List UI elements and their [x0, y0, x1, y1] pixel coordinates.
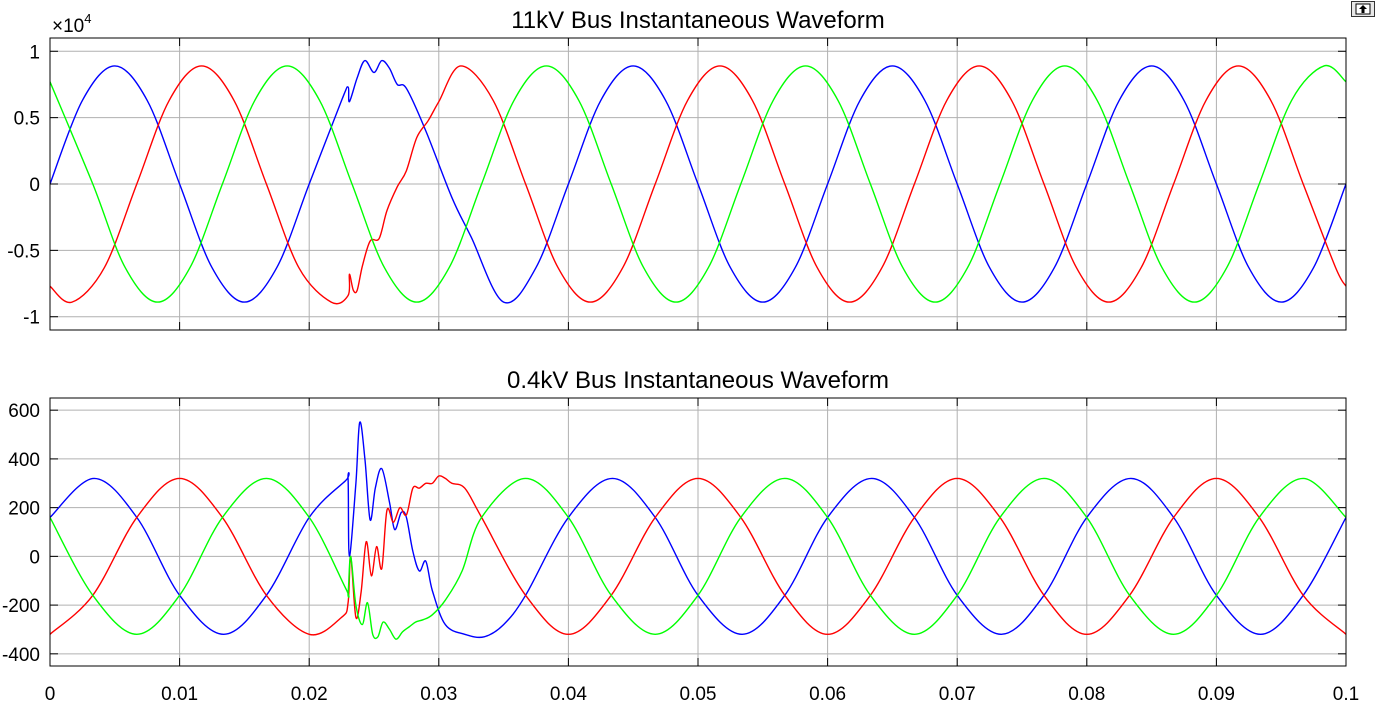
y-tick-label: 1	[29, 42, 40, 63]
series-line-1	[50, 59, 1346, 304]
y-tick-label: 0.5	[14, 109, 40, 130]
chart-title-11kv: 11kV Bus Instantaneous Waveform	[511, 7, 885, 34]
axes-0.4kv: 0 0.01 0.02 0.03 0.04 0.05 0.06 0.07 0.08 0.09 0.1…	[2, 367, 1359, 705]
x-tick-label: 0.01	[161, 684, 198, 705]
y-tick-label: 400	[8, 450, 40, 471]
x-tick-label: 0.05	[680, 684, 717, 705]
series-line-2	[50, 475, 1346, 636]
y-exponent-label: ×104	[52, 11, 91, 37]
y-tick-label: -0.5	[7, 241, 40, 262]
y-tick-label: 200	[8, 499, 40, 520]
x-tick-label: 0.03	[420, 684, 457, 705]
x-tick-label: 0.08	[1068, 684, 1105, 705]
y-tick-label: 0	[29, 175, 40, 196]
y-tick-label: -400	[2, 645, 40, 666]
gridlines-11kv	[50, 38, 1346, 330]
series-lines-11kv	[50, 59, 1346, 305]
x-tick-label: 0.07	[939, 684, 976, 705]
series-line-1	[50, 421, 1346, 639]
y-exponent-base: ×10	[52, 16, 84, 37]
x-tick-label: 0.09	[1198, 684, 1235, 705]
y-tick-label: -200	[2, 596, 40, 617]
series-line-3	[50, 64, 1346, 303]
gridlines-0.4kv	[50, 398, 1346, 666]
y-tick-label: -1	[23, 308, 40, 329]
x-tick-label: 0.1	[1333, 684, 1359, 705]
series-line-3	[50, 477, 1346, 640]
x-tick-label: 0.04	[550, 684, 587, 705]
chart-title-0.4kv: 0.4kV Bus Instantaneous Waveform	[507, 367, 889, 394]
y-tick-label: 600	[8, 401, 40, 422]
ticks-11kv: -1 -0.5 0 0.5 1	[7, 38, 1347, 330]
x-tick-label: 0.06	[809, 684, 846, 705]
x-tick-label: 0.02	[291, 684, 328, 705]
undock-arrow-icon	[1355, 3, 1371, 15]
y-tick-label: 0	[29, 547, 40, 568]
undock-button[interactable]	[1351, 1, 1375, 17]
series-lines-0.4kv	[50, 421, 1346, 640]
x-tick-label: 0	[45, 684, 56, 705]
series-line-2	[50, 65, 1346, 305]
ticks-0.4kv: 0 0.01 0.02 0.03 0.04 0.05 0.06 0.07 0.08 0.09 0.1…	[2, 398, 1359, 705]
y-exponent-power: 4	[84, 11, 91, 26]
axes-11kv: -1 -0.5 0 0.5 1 11kV Bus Instantaneous Wavef…	[7, 7, 1347, 331]
